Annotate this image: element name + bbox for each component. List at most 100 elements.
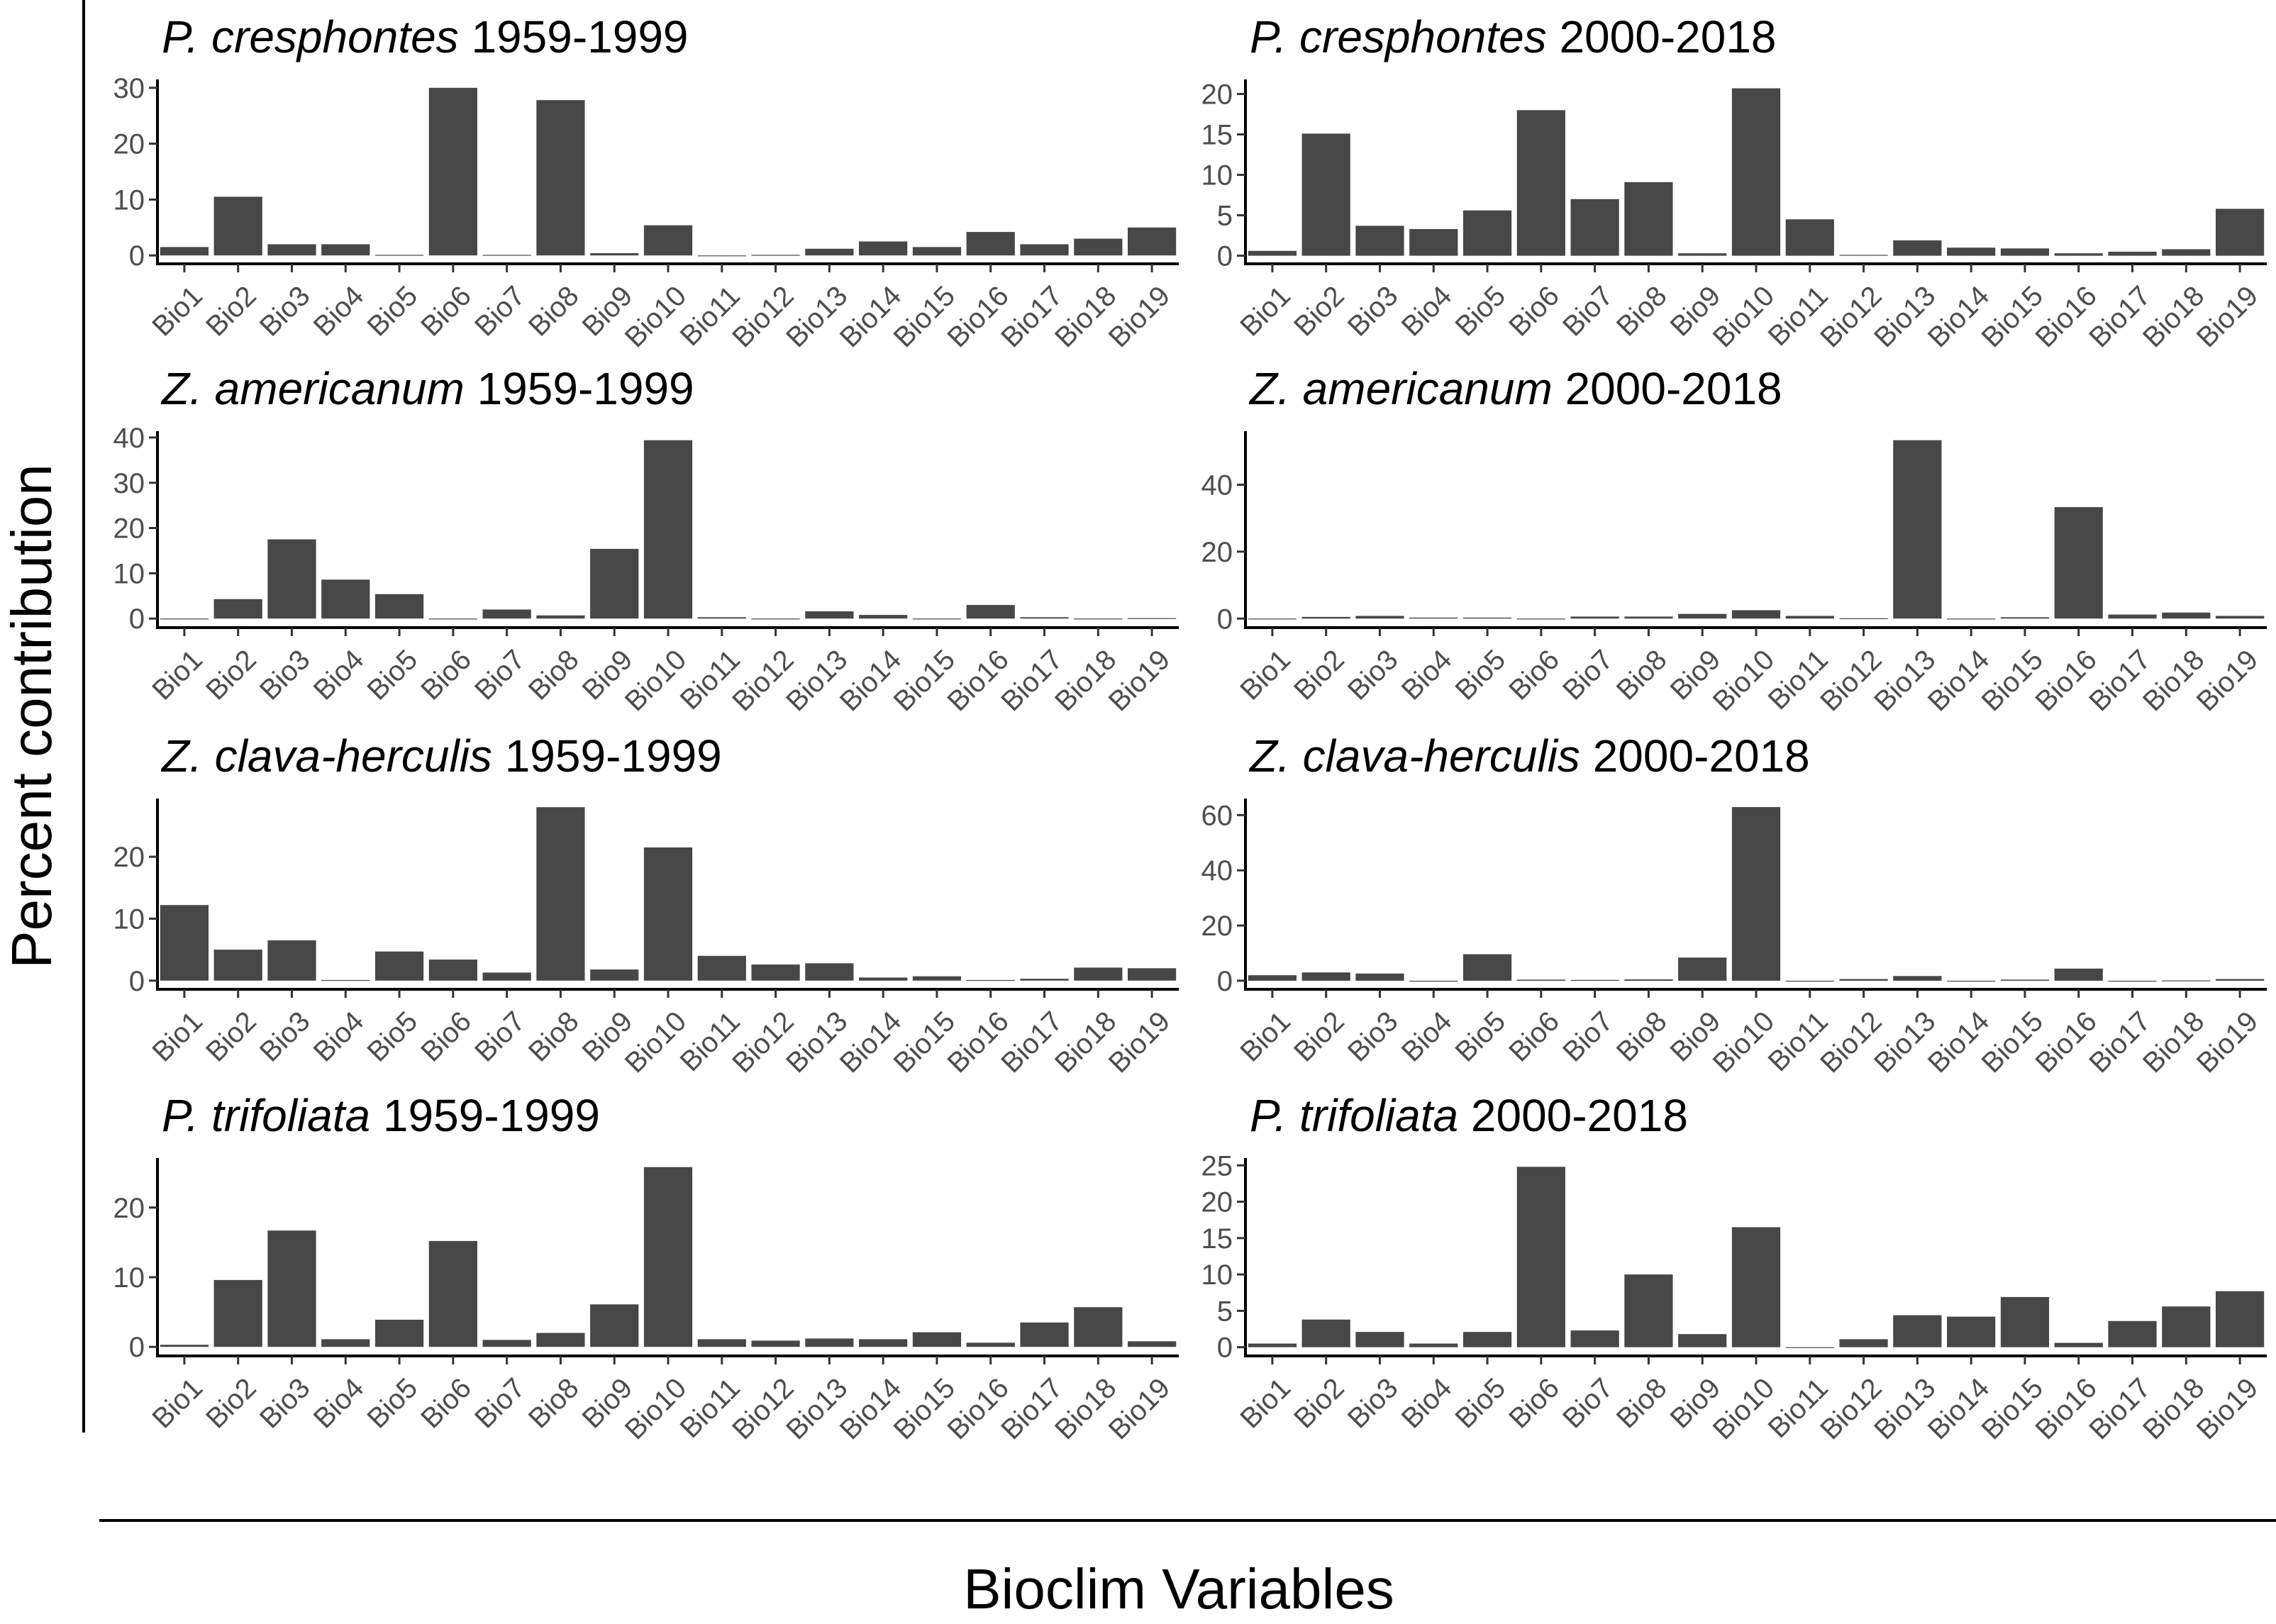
bar-bio19 <box>2216 979 2265 981</box>
bar-bio14 <box>1947 1316 1996 1347</box>
y-tick-label: 20 <box>1201 1187 1233 1218</box>
y-tick-label: 10 <box>1201 160 1233 191</box>
bar-bio10 <box>643 225 693 256</box>
panel-title: P. cresphontes 1959-1999 <box>162 11 689 62</box>
bar-bio13 <box>1893 1315 1942 1347</box>
bar-bio1 <box>160 905 209 981</box>
y-tick-label: 40 <box>1201 855 1233 886</box>
panel-title-species: Z. clava-herculis <box>1248 730 1580 782</box>
bar-bio11 <box>697 255 746 257</box>
bar-bio6 <box>1516 979 1565 981</box>
y-tick-label: 20 <box>113 129 145 160</box>
bar-bio14 <box>859 1339 908 1347</box>
bar-bio2 <box>1301 1319 1350 1347</box>
bar-bio12 <box>751 964 800 981</box>
y-tick-label: 10 <box>1201 1259 1233 1291</box>
bar-bio16 <box>966 1342 1015 1347</box>
bar-bio6 <box>428 960 477 981</box>
panel-title-period: 1959-1999 <box>492 730 722 782</box>
panel-title: Z. americanum 1959-1999 <box>160 363 694 414</box>
bar-bio13 <box>1893 240 1942 256</box>
bar-bio11 <box>1785 1347 1834 1348</box>
y-tick-label: 10 <box>113 184 145 216</box>
figure-y-label: Percent contribution <box>0 464 63 969</box>
bar-bio4 <box>321 979 370 981</box>
bar-bio5 <box>374 594 424 619</box>
y-tick-label: 20 <box>1201 911 1233 942</box>
bar-bio10 <box>643 847 693 981</box>
bar-bio10 <box>643 1167 693 1347</box>
bar-bio19 <box>1128 968 1177 981</box>
bar-bio9 <box>1678 1334 1727 1347</box>
bar-bio14 <box>859 977 908 981</box>
bar-bio8 <box>1624 616 1673 619</box>
panel-title-period: 1959-1999 <box>465 363 694 414</box>
bar-bio7 <box>1570 1330 1619 1347</box>
bar-bio4 <box>321 579 370 619</box>
bar-bio6 <box>1516 618 1565 620</box>
bar-bio1 <box>1248 1343 1297 1347</box>
panel-title-species: Z. clava-herculis <box>160 730 492 782</box>
bar-bio3 <box>267 244 316 256</box>
bar-bio3 <box>267 940 316 981</box>
y-tick-label: 20 <box>113 513 145 545</box>
panel-title: P. cresphontes 2000-2018 <box>1250 11 1777 62</box>
bar-bio14 <box>1947 248 1996 256</box>
bar-bio8 <box>1624 979 1673 981</box>
bar-bio2 <box>1301 972 1350 981</box>
panel-title-species: P. trifoliata <box>1250 1090 1458 1141</box>
bar-bio7 <box>482 1340 531 1347</box>
bar-bio1 <box>160 1345 209 1347</box>
bar-bio8 <box>1624 182 1673 256</box>
bar-bio11 <box>697 617 746 619</box>
bar-bio11 <box>697 1339 746 1347</box>
bar-bio3 <box>1355 226 1404 256</box>
bar-bio14 <box>1947 618 1996 620</box>
bar-bio18 <box>1074 967 1123 981</box>
bar-bio15 <box>2000 979 2050 981</box>
panel-title: Z. clava-herculis 1959-1999 <box>160 730 722 782</box>
bar-bio17 <box>2108 1320 2157 1347</box>
bar-bio13 <box>805 963 854 981</box>
bar-bio18 <box>2162 612 2211 619</box>
bar-bio2 <box>1301 616 1350 619</box>
y-tick-label: 0 <box>1217 604 1233 635</box>
panel-title-species: P. cresphontes <box>162 11 459 62</box>
y-tick-label: 0 <box>129 966 145 997</box>
bar-bio15 <box>912 618 962 620</box>
bar-bio6 <box>1516 1167 1565 1347</box>
bar-bio14 <box>859 241 908 256</box>
bar-bio19 <box>1128 227 1177 256</box>
bar-bio15 <box>912 1332 962 1347</box>
bar-bio9 <box>1678 957 1727 981</box>
bar-bio5 <box>1462 954 1512 981</box>
figure-x-label: Bioclim Variables <box>963 1557 1394 1620</box>
bar-bio13 <box>1893 440 1942 619</box>
bar-bio17 <box>1020 979 1069 981</box>
bar-bio9 <box>590 253 639 256</box>
bar-bio12 <box>751 1340 800 1347</box>
y-tick-label: 20 <box>1201 537 1233 568</box>
bar-bio13 <box>805 1338 854 1347</box>
bar-bio13 <box>805 611 854 619</box>
bar-bio5 <box>1462 1332 1512 1347</box>
bar-bio16 <box>2054 507 2103 619</box>
bar-bio9 <box>590 1304 639 1347</box>
y-tick-label: 5 <box>1217 201 1233 232</box>
bar-bio19 <box>1128 1341 1177 1347</box>
bar-bio10 <box>1731 610 1781 619</box>
bar-bio3 <box>267 1230 316 1347</box>
panel-title-period: 2000-2018 <box>1580 730 1810 782</box>
bar-bio17 <box>2108 614 2157 619</box>
bar-bio12 <box>1839 618 1888 619</box>
bar-bio9 <box>590 548 639 619</box>
bar-bio7 <box>482 609 531 619</box>
bar-bio12 <box>751 618 800 620</box>
bar-bio12 <box>1839 1339 1888 1347</box>
panel-title-period: 2000-2018 <box>1547 11 1777 62</box>
bar-bio11 <box>1785 616 1834 619</box>
bar-bio6 <box>428 87 477 256</box>
bar-bio7 <box>1570 616 1619 619</box>
bar-bio6 <box>428 618 477 620</box>
panel-title-period: 2000-2018 <box>1458 1090 1688 1141</box>
